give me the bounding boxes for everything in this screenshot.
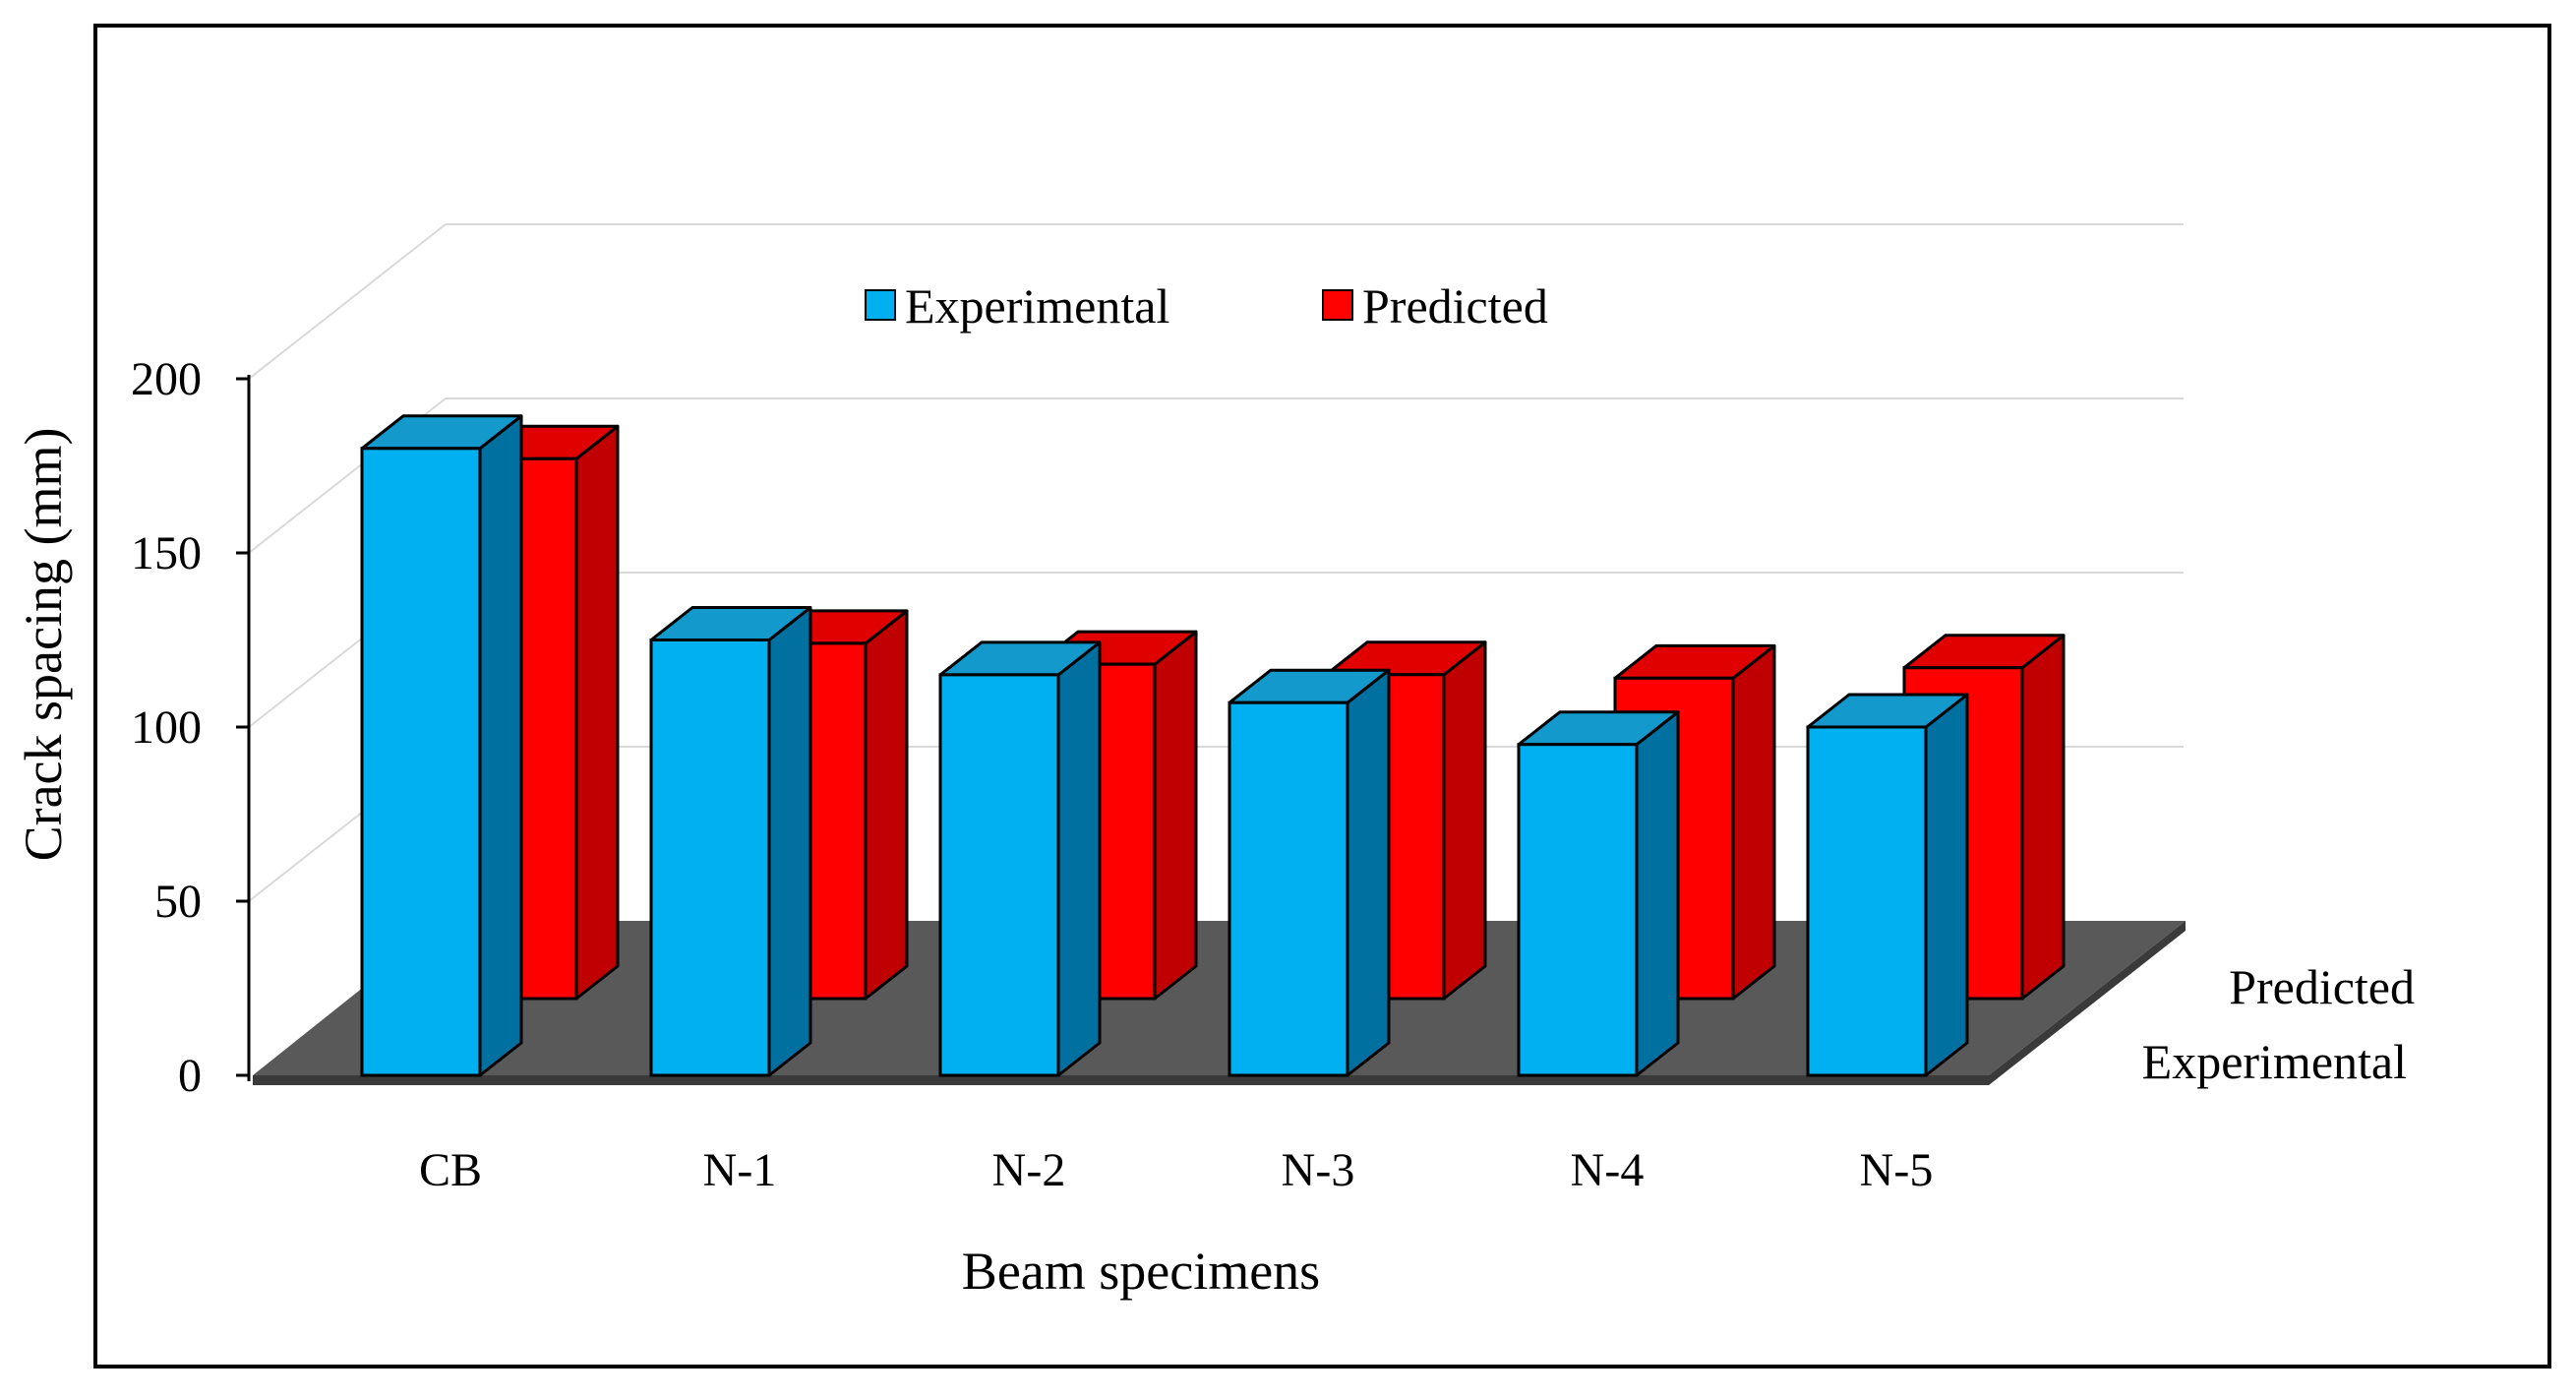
depth-label-experimental: Experimental <box>2142 1034 2407 1089</box>
floor-edge <box>253 1075 1989 1085</box>
legend-label-predicted: Predicted <box>1362 278 1548 334</box>
bar-experimental-n-3 <box>1228 668 1391 1077</box>
bar-predicted-n-4-side <box>1731 643 1776 1001</box>
legend-swatch-experimental <box>865 289 896 321</box>
x-tick-label-n-3: N-3 <box>1282 1144 1355 1196</box>
floor-side-edge <box>1989 921 2186 1085</box>
bar-experimental-n-2-side <box>1056 640 1102 1077</box>
bar-experimental-n-1-side <box>767 606 812 1077</box>
y-tick-label-3: 150 <box>131 527 202 579</box>
bar-experimental-n-5-front <box>1806 725 1928 1077</box>
x-tick-label-n-4: N-4 <box>1571 1144 1645 1196</box>
x-tick-label-n-2: N-2 <box>992 1144 1066 1196</box>
series-experimental-bars <box>360 414 1969 1077</box>
depth-label-predicted: Predicted <box>2229 959 2415 1014</box>
bar-experimental-n-3-front <box>1228 700 1349 1077</box>
y-axis <box>236 375 251 1081</box>
legend: Experimental Predicted <box>865 278 1548 334</box>
bar-predicted-n-1-side <box>864 609 909 1001</box>
y-tick-label-1: 50 <box>154 876 202 928</box>
bar-experimental-n-2-front <box>938 673 1060 1077</box>
y-tick-label-2: 100 <box>131 701 202 754</box>
bar-predicted-n-3-side <box>1442 640 1487 1001</box>
y-axis-title: Crack spacing (mm) <box>14 428 73 862</box>
axis-labels: 0 50 100 150 200 CB N-1 N-2 N-3 N-4 N-5 <box>131 353 1933 1196</box>
bar-experimental-n-1-front <box>649 639 771 1077</box>
legend-swatch-predicted <box>1322 289 1353 321</box>
bar-experimental-n-4 <box>1517 710 1680 1077</box>
bar-experimental-n-3-side <box>1346 668 1391 1077</box>
bar-experimental-n-5 <box>1806 693 1969 1077</box>
bar-predicted-n-5-side <box>2020 634 2066 1001</box>
bar-predicted-cb-side <box>574 424 620 1001</box>
bar-experimental-n-2 <box>938 640 1102 1077</box>
x-tick-label-n-5: N-5 <box>1860 1144 1934 1196</box>
gridline-side-4 <box>248 223 447 380</box>
bar-predicted-n-2-side <box>1153 630 1198 1001</box>
bar-experimental-n-4-side <box>1635 710 1680 1077</box>
bar-experimental-n-5-side <box>1924 693 1969 1077</box>
x-axis-title: Beam specimens <box>962 1242 1320 1301</box>
bar-experimental-n-4-front <box>1517 743 1639 1077</box>
x-tick-label-cb: CB <box>419 1144 482 1196</box>
bar-experimental-n-1 <box>649 606 812 1077</box>
y-tick-label-4: 200 <box>131 353 202 405</box>
x-tick-label-n-1: N-1 <box>703 1144 777 1196</box>
legend-label-experimental: Experimental <box>905 278 1169 334</box>
bar-experimental-cb <box>360 414 523 1077</box>
bar-experimental-cb-side <box>478 414 523 1077</box>
y-tick-label-0: 0 <box>178 1050 202 1102</box>
bar-experimental-cb-front <box>360 447 482 1077</box>
